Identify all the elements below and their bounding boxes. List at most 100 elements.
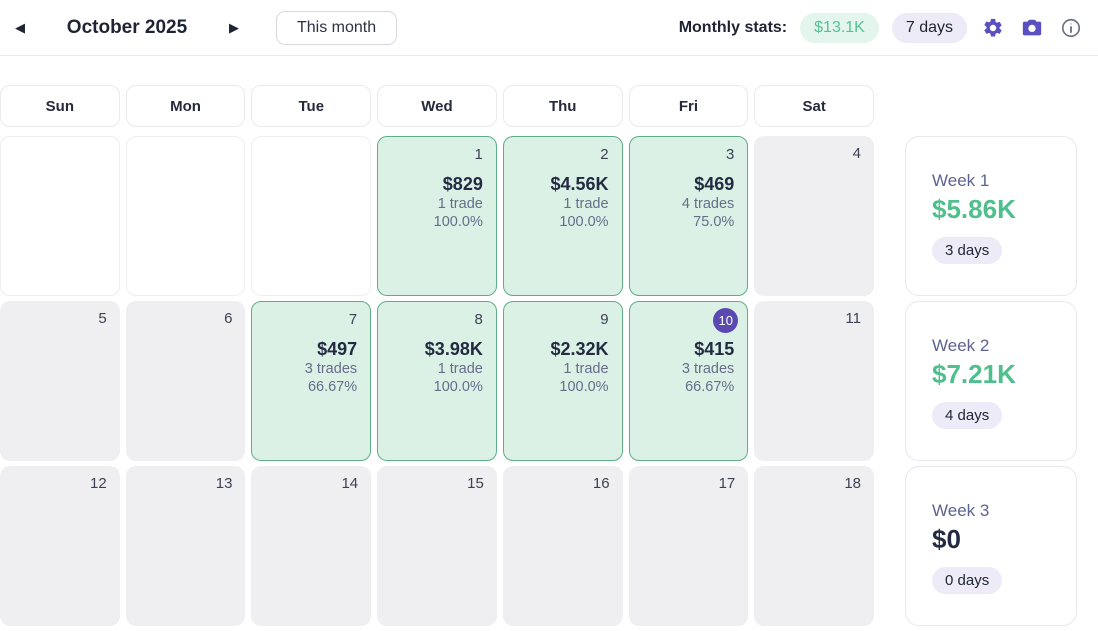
week-pnl: $5.86K [932,193,1016,224]
day-header-row: Sun Mon Tue Wed Thu Fri Sat [0,85,874,127]
day-cell-14: 14 [251,466,372,626]
week-days-badge: 0 days [932,566,1003,594]
week-days-badge: 3 days [932,236,1003,264]
today-badge: 10 [713,308,739,333]
day-cell-17: 17 [628,466,749,626]
screenshot-button[interactable] [1019,15,1045,41]
day-number: 4 [852,145,861,162]
day-stats: $415 3 trades 66.67% [682,338,734,396]
day-cell-outside [251,136,372,296]
day-winrate: 100.0% [559,379,609,395]
day-number: 7 [348,311,358,328]
day-cell-2[interactable]: 2 $4.56K 1 trade 100.0% [502,136,623,296]
day-number: 16 [592,475,610,492]
info-button[interactable] [1058,15,1084,41]
this-month-button[interactable]: This month [276,10,398,45]
chevron-left-icon: ◀ [15,19,25,35]
day-header-thu: Thu [502,85,623,127]
week-row-3: 12 13 14 15 16 17 18 [0,466,874,626]
day-stats: $2.32K 1 trade 100.0% [551,338,609,396]
day-trade-count: 1 trade [563,361,609,377]
day-winrate: 66.67% [307,379,358,395]
week-row-2: 5 6 7 $497 3 trades 66.67% 8 $3.98K 1 trade 100.0… [0,301,874,461]
day-cell-16: 16 [502,466,623,626]
week-pnl: $0 [932,523,961,554]
day-number: 1 [474,146,483,163]
day-cell-13: 13 [125,466,246,626]
day-cell-9[interactable]: 9 $2.32K 1 trade 100.0% [502,301,623,461]
gear-icon [982,17,1004,39]
day-cell-8[interactable]: 8 $3.98K 1 trade 100.0% [377,301,497,461]
day-winrate: 100.0% [433,379,483,395]
day-stats: $497 3 trades 66.67% [305,338,357,396]
day-cell-18: 18 [754,466,874,626]
day-cell-outside [0,136,120,296]
week-days-badge: 4 days [932,401,1003,429]
day-trade-count: 4 trades [681,196,735,212]
monthly-days-badge: 7 days [891,12,967,43]
settings-button[interactable] [980,15,1006,41]
day-number: 8 [474,311,483,328]
day-pnl: $4.56K [550,174,609,194]
day-header-wed: Wed [377,85,497,127]
day-number: 12 [90,475,107,492]
day-pnl: $2.32K [550,339,609,359]
calendar: Sun Mon Tue Wed Thu Fri Sat 1 $829 1 trade 100.0%… [0,85,874,631]
day-header-fri: Fri [628,85,749,127]
day-stats: $829 1 trade 100.0% [434,173,483,231]
day-trade-count: 1 trade [563,196,609,212]
info-icon [1060,17,1082,39]
day-number: 11 [845,310,861,327]
day-number: 3 [725,146,735,163]
day-cell-3[interactable]: 3 $469 4 trades 75.0% [628,136,749,296]
week-card-1: Week 1 $5.86K 3 days [905,136,1077,296]
day-trade-count: 1 trade [437,196,483,212]
day-winrate: 100.0% [559,214,609,230]
next-month-button[interactable]: ▶ [220,12,248,44]
week-row-1: 1 $829 1 trade 100.0% 2 $4.56K 1 trade 100.0% 3 $… [0,136,874,296]
day-cell-10[interactable]: 10 $415 3 trades 66.67% [628,301,749,461]
camera-icon [1021,17,1043,39]
monthly-stats: Monthly stats: $13.1K 7 days [678,12,1084,43]
day-cell-7[interactable]: 7 $497 3 trades 66.67% [251,301,372,461]
week-pnl: $7.21K [932,358,1016,389]
day-cell-5: 5 [0,301,120,461]
day-number: 5 [98,310,107,327]
day-cell-15: 15 [377,466,497,626]
day-number: 2 [600,146,609,163]
day-cell-1[interactable]: 1 $829 1 trade 100.0% [377,136,497,296]
day-trade-count: 3 trades [681,361,735,377]
day-header-mon: Mon [125,85,246,127]
day-stats: $4.56K 1 trade 100.0% [551,173,609,231]
day-stats: $3.98K 1 trade 100.0% [425,338,483,396]
week-summary-sidebar: Week 1 $5.86K 3 days Week 2 $7.21K 4 days Week… [905,85,1077,631]
day-winrate: 75.0% [693,214,735,230]
day-stats: $469 4 trades 75.0% [682,173,734,231]
day-number: 18 [844,475,861,492]
day-cell-11: 11 [754,301,874,461]
day-pnl: $497 [317,339,358,359]
day-header-tue: Tue [251,85,372,127]
monthly-pnl-badge: $13.1K [800,12,879,43]
day-number: 14 [341,475,359,492]
day-trade-count: 1 trade [437,361,483,377]
day-pnl: $829 [442,174,483,194]
day-number: 15 [467,475,484,492]
week-card-2: Week 2 $7.21K 4 days [905,301,1077,461]
calendar-grid-body: 1 $829 1 trade 100.0% 2 $4.56K 1 trade 100.0% 3 $… [0,136,874,631]
day-cell-outside [125,136,246,296]
prev-month-button[interactable]: ◀ [6,12,34,44]
day-header-sun: Sun [0,85,120,127]
day-winrate: 100.0% [433,214,483,230]
month-title: October 2025 [66,16,188,38]
day-pnl: $3.98K [424,339,483,359]
monthly-stats-label: Monthly stats: [678,18,788,36]
calendar-main: Sun Mon Tue Wed Thu Fri Sat 1 $829 1 trade 100.0%… [0,56,1098,631]
topbar: ◀ October 2025 ▶ This month Monthly stat… [0,0,1098,56]
day-trade-count: 3 trades [304,361,358,377]
day-pnl: $469 [694,174,735,194]
day-number: 17 [718,475,736,492]
chevron-right-icon: ▶ [229,19,239,35]
week-label: Week 3 [932,500,990,520]
